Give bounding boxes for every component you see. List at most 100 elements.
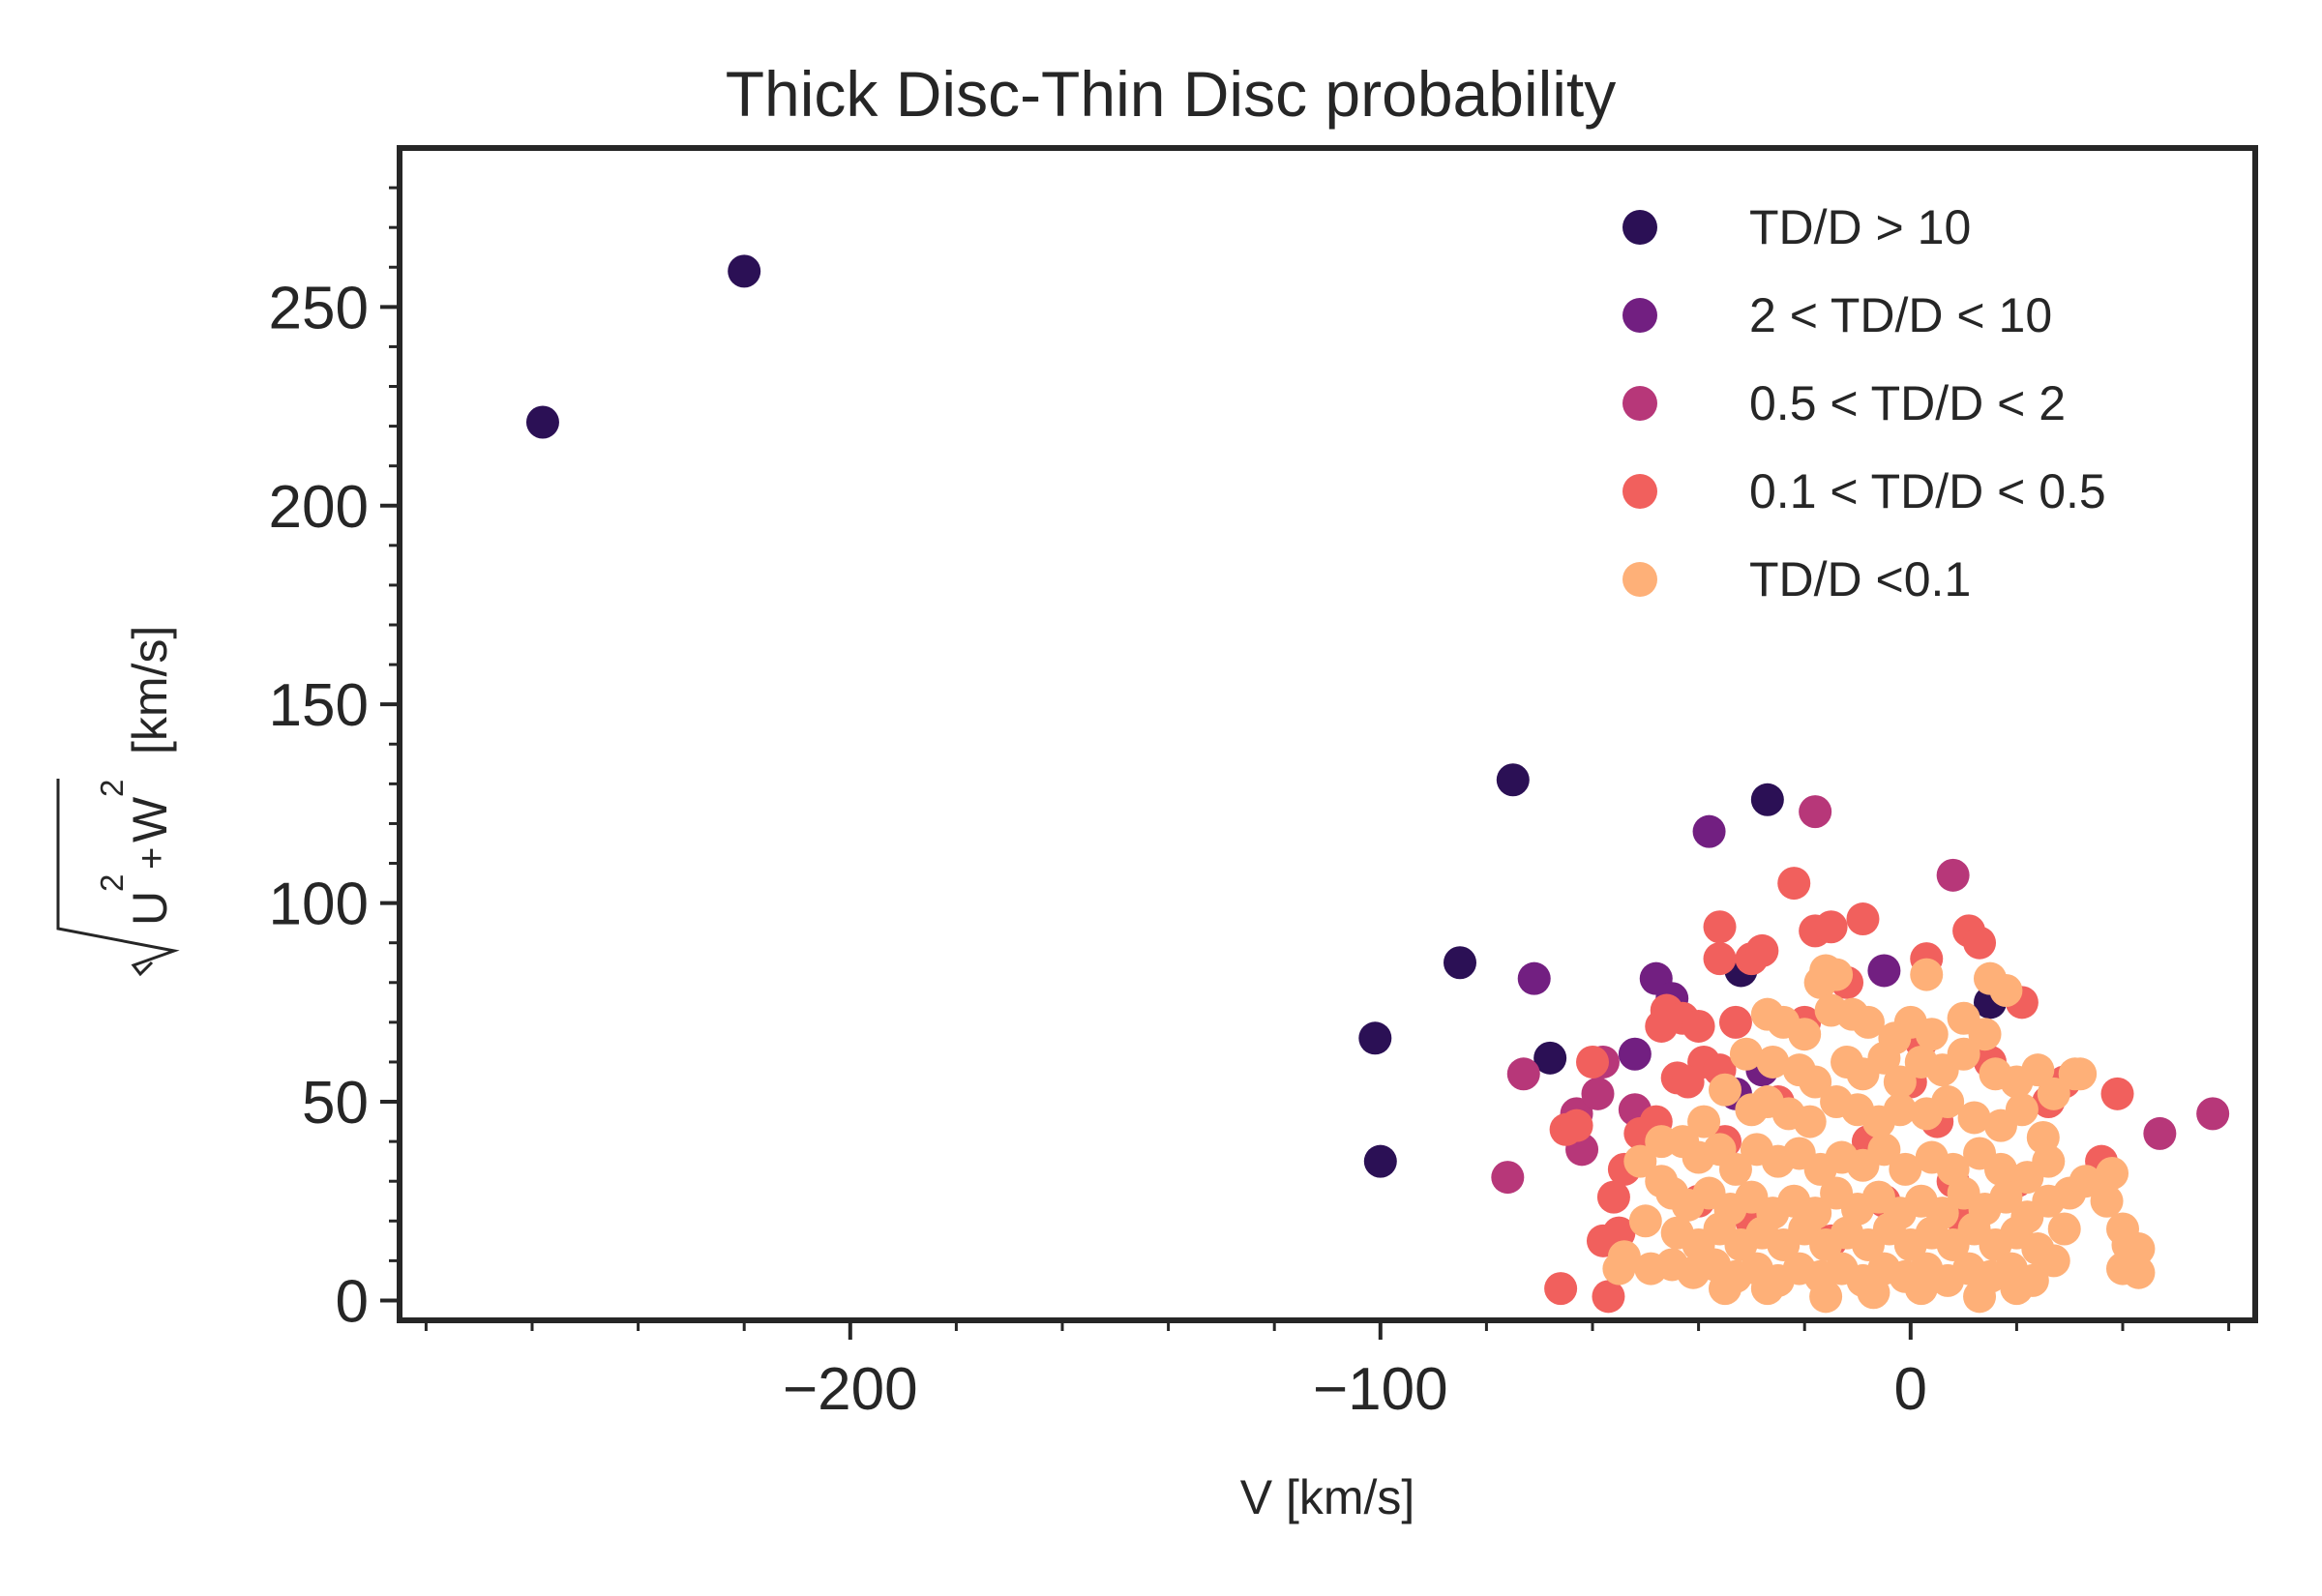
data-point <box>2000 1272 2034 1306</box>
data-point <box>1602 1252 1636 1286</box>
data-point <box>2047 1212 2081 1246</box>
data-point <box>1581 1077 1615 1110</box>
data-point <box>1756 1045 1790 1079</box>
y-axis-label-u-exponent: 2 <box>94 874 130 892</box>
y-axis-label-unit: [km/s] <box>123 626 177 754</box>
data-point <box>1358 1021 1392 1055</box>
data-point <box>2122 1256 2156 1289</box>
data-point <box>1799 1065 1832 1099</box>
data-point <box>1645 1009 1679 1043</box>
data-point <box>1963 926 1997 960</box>
legend-marker <box>1622 298 1657 333</box>
data-point <box>2021 1053 2055 1087</box>
data-point <box>1709 1073 1742 1107</box>
data-point <box>2032 1144 2066 1178</box>
data-point <box>2069 1165 2102 1198</box>
data-point <box>1851 1005 1885 1039</box>
data-point <box>2037 1244 2070 1278</box>
legend-label: TD/D > 10 <box>1749 200 1971 254</box>
y-tick-label: 200 <box>269 474 369 541</box>
data-point <box>1883 1093 1917 1127</box>
data-point <box>1989 973 2023 1007</box>
data-point <box>1989 1180 2023 1214</box>
x-tick-label: −200 <box>783 1356 918 1423</box>
x-tick-label: 0 <box>1894 1356 1927 1423</box>
data-point <box>1814 910 1848 944</box>
data-point <box>1867 954 1901 988</box>
data-point <box>1618 1037 1652 1071</box>
y-axis-tick-labels: 0 50 100 150 200 250 <box>269 275 369 1335</box>
data-point <box>2090 1184 2124 1218</box>
data-point <box>1777 867 1811 901</box>
data-point <box>1820 958 1854 991</box>
data-point <box>1533 1041 1567 1075</box>
data-point <box>1592 1280 1625 1314</box>
data-point <box>1931 1085 1965 1119</box>
data-point <box>1857 1276 1890 1310</box>
data-point <box>1703 910 1737 944</box>
series-4-points <box>1602 954 2156 1314</box>
data-point <box>728 254 761 288</box>
data-point <box>2032 1184 2066 1218</box>
data-point <box>2100 1077 2134 1110</box>
data-point <box>1576 1045 1609 1079</box>
data-point <box>1496 763 1530 797</box>
y-axis-label-u: U <box>123 891 177 926</box>
data-point <box>1628 1204 1662 1238</box>
data-point <box>1645 1125 1679 1159</box>
x-tick-label: −100 <box>1313 1356 1448 1423</box>
data-point <box>1968 1018 2002 1051</box>
chart-title: Thick Disc-Thin Disc probability <box>726 58 1617 130</box>
data-point <box>1729 1037 1763 1071</box>
data-point <box>1444 946 1476 980</box>
data-point <box>1623 1144 1657 1178</box>
data-point <box>525 405 559 439</box>
data-point <box>1718 1152 1752 1186</box>
data-point <box>1718 1005 1752 1039</box>
data-point <box>1793 1105 1827 1138</box>
data-point <box>1750 1272 1784 1306</box>
plot-frame <box>397 145 2258 1323</box>
y-tick-label: 250 <box>269 275 369 341</box>
x-axis-tick-labels: −200 −100 0 <box>783 1356 1927 1423</box>
data-point <box>1671 1065 1705 1099</box>
data-point <box>1517 961 1551 995</box>
data-point <box>2005 1093 2039 1127</box>
legend-label: 0.1 < TD/D < 0.5 <box>1749 464 2106 518</box>
data-point <box>1560 1108 1593 1142</box>
legend-marker <box>1622 210 1657 245</box>
y-axis-label: U 2 + W 2 [km/s] <box>56 626 180 977</box>
y-tick-label: 100 <box>269 872 369 938</box>
legend-label: 2 < TD/D < 10 <box>1749 288 2052 342</box>
data-point <box>1867 1041 1901 1075</box>
data-point <box>2096 1156 2129 1190</box>
y-axis-label-w-exponent: 2 <box>94 780 130 797</box>
data-point <box>1904 1272 1938 1306</box>
y-axis-label-w: W <box>123 796 177 842</box>
data-point <box>1963 1280 1997 1314</box>
data-point <box>1846 902 1880 936</box>
data-point <box>1910 958 1944 991</box>
data-point <box>1745 933 1779 967</box>
data-point <box>2196 1097 2230 1131</box>
legend-label: 0.5 < TD/D < 2 <box>1749 376 2066 430</box>
data-point <box>2037 1077 2070 1110</box>
data-point <box>1889 1152 1922 1186</box>
data-point <box>1709 1272 1742 1306</box>
data-point <box>2058 1057 2092 1091</box>
data-point <box>1544 1272 1578 1306</box>
data-point <box>1692 814 1726 848</box>
legend-marker <box>1622 562 1657 597</box>
data-point <box>1682 1009 1715 1043</box>
legend: TD/D > 10 2 < TD/D < 10 0.5 < TD/D < 2 0.1 … <box>1622 200 2106 606</box>
data-point <box>1867 1133 1901 1167</box>
data-points <box>525 254 2230 1314</box>
data-point <box>1883 1065 1917 1099</box>
data-point <box>1596 1180 1630 1214</box>
data-point <box>1957 1101 1991 1135</box>
legend-marker <box>1622 386 1657 421</box>
data-point <box>1687 1105 1721 1138</box>
x-axis-label: V [km/s] <box>1240 1470 1415 1524</box>
data-point <box>2143 1116 2177 1150</box>
